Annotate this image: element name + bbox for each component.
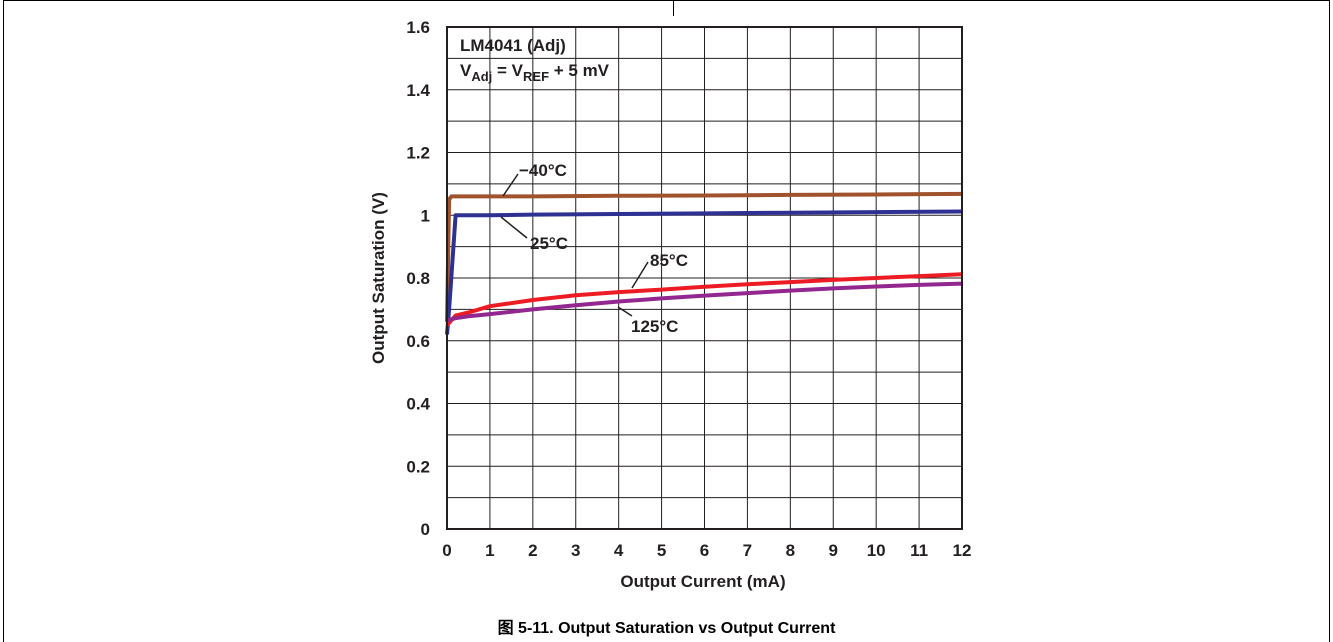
y-tick-label-0.6: 0.6	[406, 332, 430, 351]
y-axis-title: Output Saturation (V)	[369, 192, 388, 364]
annotation-line2: VAdj = VREF + 5 mV	[460, 61, 610, 84]
series-line-3	[446, 281, 963, 323]
callout-leader-125	[617, 306, 633, 317]
y-tick-label-0.8: 0.8	[406, 269, 430, 288]
frame-mid-divider	[673, 0, 674, 16]
x-tick-label-12: 12	[953, 541, 972, 560]
annotation-sub-ref: REF	[523, 69, 549, 84]
y-tick-label-0.4: 0.4	[406, 395, 430, 414]
y-tick-label-1.4: 1.4	[406, 81, 430, 100]
annotation-mid: = V	[492, 61, 523, 80]
annotation-sub-adj: Adj	[471, 69, 492, 84]
annotation-end: + 5 mV	[549, 61, 610, 80]
callout-label-25: 25°C	[530, 234, 568, 253]
x-tick-label-2: 2	[528, 541, 537, 560]
annotation-v: V	[460, 61, 472, 80]
x-tick-label-10: 10	[867, 541, 886, 560]
annotation-line1: LM4041 (Adj)	[460, 36, 566, 55]
plot-frame	[446, 26, 963, 530]
callout-label-minus40: −40°C	[519, 161, 567, 180]
figure-caption: 图 5-11. Output Saturation vs Output Curr…	[497, 620, 836, 637]
y-tick-label-1.6: 1.6	[406, 18, 430, 37]
x-tick-label-11: 11	[910, 541, 928, 560]
x-tick-label-7: 7	[743, 541, 752, 560]
frame-right-border	[1329, 0, 1330, 642]
x-tick-label-5: 5	[657, 541, 666, 560]
x-tick-label-8: 8	[786, 541, 795, 560]
x-tick-label-6: 6	[700, 541, 709, 560]
x-tick-label-1: 1	[485, 541, 494, 560]
y-tick-label-1: 1	[421, 206, 430, 225]
callout-label-125: 125°C	[631, 317, 678, 336]
series-line-0	[445, 191, 963, 322]
x-tick-label-3: 3	[571, 541, 580, 560]
x-tick-label-4: 4	[614, 541, 624, 560]
x-axis-title: Output Current (mA)	[620, 572, 785, 591]
callout-leader-minus40	[502, 173, 519, 197]
x-tick-label-9: 9	[829, 541, 838, 560]
y-tick-label-1.2: 1.2	[406, 144, 430, 163]
frame-left-border	[3, 0, 4, 642]
callout-leader-85	[631, 261, 649, 289]
callout-leader-25	[500, 216, 528, 239]
chart-axes	[446, 26, 963, 530]
frame-top-border	[3, 0, 1330, 1]
callout-label-85: 85°C	[650, 251, 688, 270]
chart-series	[445, 191, 963, 335]
series-line-2	[445, 272, 963, 327]
series-line-1	[445, 209, 963, 335]
x-tick-label-0: 0	[442, 541, 451, 560]
y-tick-label-0: 0	[421, 520, 430, 539]
y-tick-label-0.2: 0.2	[406, 457, 430, 476]
